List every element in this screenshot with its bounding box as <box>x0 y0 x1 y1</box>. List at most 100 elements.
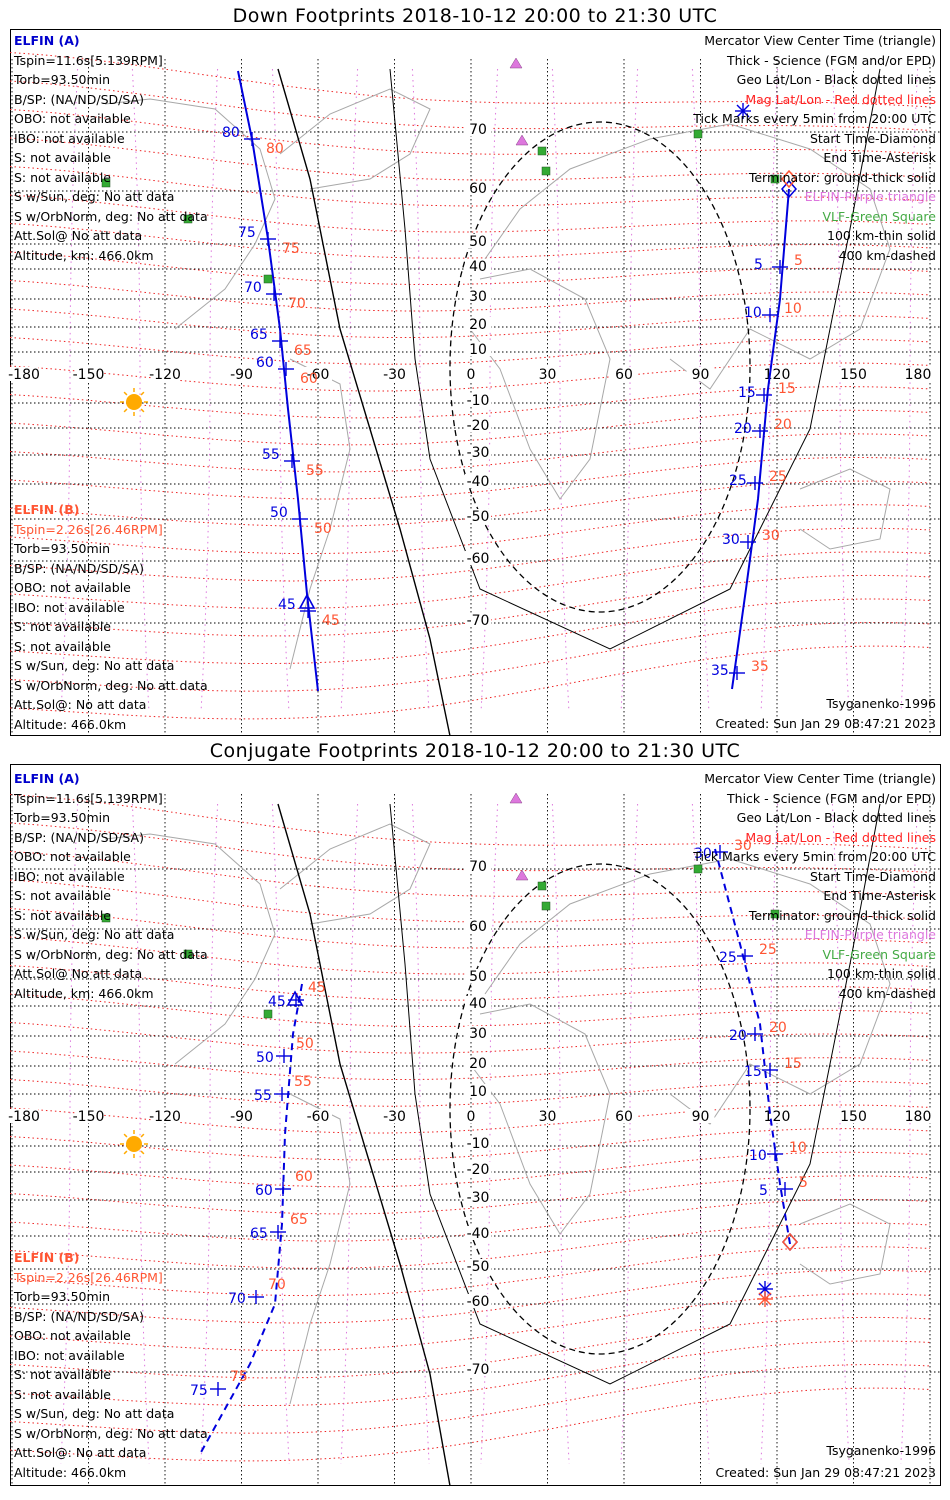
lat-label: -10 <box>467 1136 490 1152</box>
sun-icon <box>123 1133 128 1138</box>
terminator-ground <box>277 803 451 1487</box>
lon-label-bg <box>10 1109 38 1123</box>
lat-label: 10 <box>469 1084 487 1100</box>
elfin-b-line: B/SP: (NA/ND/SD/SA) <box>14 1308 144 1324</box>
lat-label-bg <box>465 996 491 1010</box>
mag-lat-line <box>9 1246 931 1297</box>
mag-lat-line <box>9 52 931 108</box>
elfin-station-marker <box>509 792 523 804</box>
mag-lon-line <box>131 68 150 710</box>
lat-label-bg <box>465 1294 491 1308</box>
elfin-a-line: S w/Sun, deg: No att data <box>14 927 175 942</box>
elfin-b-line: OBO: not available <box>14 1328 131 1343</box>
coastline <box>289 1093 351 1405</box>
lon-label-bg <box>457 367 485 381</box>
legend-line: 100 km-thin solid <box>827 228 936 243</box>
elfin-b-line: IBO: not available <box>14 1347 125 1363</box>
lon-label: -30 <box>383 367 406 383</box>
legend-line: Start Time-Diamond <box>809 868 936 884</box>
elfin-b-tick-label: 25 <box>759 942 777 958</box>
elfin-b-tick-label: 55 <box>306 463 324 479</box>
elfin-b-line: S w/OrbNorm, deg: No att data <box>14 1425 208 1441</box>
lon-label: 150 <box>840 1109 867 1125</box>
elfin-b-tick-label: 55 <box>294 1074 312 1090</box>
elfin-b-line: S w/Sun, deg: No att data <box>14 658 175 673</box>
elfin-a-tick-label: 30 <box>694 846 712 862</box>
lon-label-bg <box>904 367 932 381</box>
model-label-conjugate: Tsyganenko-1996 <box>826 1443 936 1458</box>
mag-lat-line <box>9 1269 931 1324</box>
mag-lat-line <box>9 1050 931 1081</box>
lon-label: -120 <box>149 1109 181 1125</box>
elfin-a-tick-label: 10 <box>744 305 762 321</box>
lat-label-bg <box>465 474 491 488</box>
elfin-b-line: OBO: not available <box>14 580 131 595</box>
elfin-b-tick-label: 80 <box>266 141 284 157</box>
lat-label: 50 <box>469 234 487 250</box>
lat-label: -70 <box>467 613 490 629</box>
elfin-b-tick-label: 20 <box>774 417 792 433</box>
lat-label: -20 <box>467 1162 490 1178</box>
elfin-a-tick-label: 25 <box>729 473 747 489</box>
lat-label: 50 <box>469 969 487 985</box>
lon-label: 90 <box>692 367 710 383</box>
lat-label-bg <box>465 342 491 356</box>
lat-label-bg <box>465 1162 491 1176</box>
elfin-b-tick-label: 5 <box>794 253 803 269</box>
mag-lat-line <box>9 1198 931 1242</box>
mag-lon-line <box>340 803 359 1465</box>
mag-lat-line <box>9 851 931 897</box>
elfin-a-line: S: not available <box>14 169 111 185</box>
sun-icon <box>123 1150 128 1155</box>
legend-line: Terminator: ground-thick solid <box>748 169 936 185</box>
lat-label: -30 <box>467 1190 490 1206</box>
lon-label: 0 <box>467 1109 476 1125</box>
sun-icon <box>140 391 145 396</box>
mag-lat-line <box>9 433 931 473</box>
elfin-a-line: Torb=93.50min <box>14 72 111 87</box>
lon-label-bg <box>10 367 38 381</box>
sun-icon <box>126 1136 142 1152</box>
lat-label: -50 <box>467 509 490 525</box>
elfin-a-line: Tspin=11.6s[5.139RPM] <box>14 52 163 68</box>
lat-label-bg <box>465 969 491 983</box>
coastline <box>484 858 891 1125</box>
elfin-a-tick-label: 10 <box>749 1148 767 1164</box>
map-legend-down: Mercator View Center Time (triangle) Thi… <box>693 31 936 265</box>
mag-lat-line <box>9 598 931 665</box>
elfin-a-line: IBO: not available <box>14 130 125 146</box>
legend-line: End Time-Asterisk <box>823 888 936 903</box>
coastline <box>799 468 891 550</box>
lat-label: -30 <box>467 445 490 461</box>
elfin-b-tick-label: 5 <box>799 1175 808 1191</box>
lat-label-bg <box>465 1190 491 1204</box>
mag-lon-line <box>620 803 639 1465</box>
elfin-a-tick-label: 35 <box>711 663 729 679</box>
legend-line: VLF-Green Square <box>822 208 936 224</box>
legend-line: Terminator: ground-thick solid <box>748 907 936 923</box>
vlf-station <box>541 166 551 176</box>
lon-label-bg <box>151 367 179 381</box>
elfin-b-tick-label: 15 <box>784 1056 802 1072</box>
elfin-a-tick-label: 45 <box>268 994 286 1010</box>
lat-label-bg <box>465 551 491 565</box>
elfin-a-tick-label: 50 <box>270 505 288 521</box>
elfin-b-tick-label: 75 <box>282 241 300 257</box>
lon-label: -120 <box>149 367 181 383</box>
mag-lat-line <box>9 409 931 446</box>
lat-label-bg <box>465 1259 491 1273</box>
lat-label-bg <box>465 1136 491 1150</box>
elfin-b-tick-label: 75 <box>230 1369 248 1385</box>
mag-lat-line <box>9 794 931 850</box>
footprint-map-conjugate: -180 -150 -120 -90 -60 -30 0 30 60 90 120 150 180 70 6… <box>8 792 941 1487</box>
lat-label: -40 <box>467 474 490 490</box>
elfin-a-tick-label: 70 <box>228 1291 246 1307</box>
lat-label-bg <box>465 445 491 459</box>
terminator-ground <box>277 68 451 737</box>
lon-label: 30 <box>539 1109 557 1125</box>
lon-label-bg <box>74 1109 103 1123</box>
vlf-station <box>537 146 547 156</box>
center-time-triangle <box>298 593 316 609</box>
lon-label-bg <box>151 1109 179 1123</box>
coastline <box>799 1203 891 1285</box>
